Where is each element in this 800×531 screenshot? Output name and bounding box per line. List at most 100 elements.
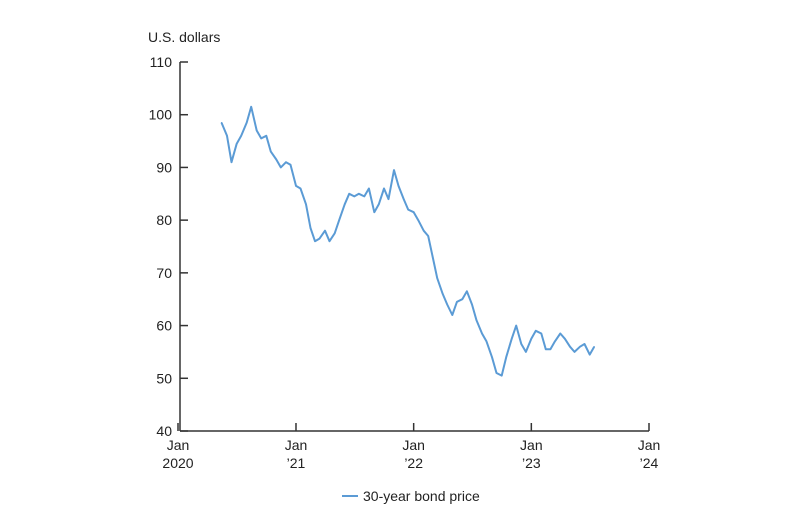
x-tick-label-month: Jan (402, 437, 425, 453)
data-point (230, 161, 233, 163)
data-point (285, 161, 287, 163)
data-point (554, 340, 556, 342)
y-tick-label: 110 (150, 54, 173, 70)
data-point (328, 240, 331, 242)
data-point (256, 129, 258, 132)
data-point (403, 198, 405, 200)
data-point (505, 356, 507, 358)
x-tick-label-month: Jan (638, 437, 661, 453)
data-point (423, 230, 425, 232)
legend: 30-year bond price (342, 488, 480, 504)
data-point (368, 187, 370, 190)
data-point (387, 198, 390, 200)
data-point (397, 185, 400, 187)
data-point (413, 211, 415, 213)
data-point (559, 332, 561, 335)
data-point (481, 332, 483, 335)
y-tick-label: 80 (156, 212, 172, 228)
data-point (318, 237, 321, 240)
x-tick-label-month: Jan (285, 437, 308, 453)
data-point (442, 293, 444, 295)
x-tick-label-year: ’23 (522, 455, 541, 471)
data-point (515, 324, 517, 327)
data-point (393, 169, 395, 171)
data-point (417, 219, 419, 221)
data-point (338, 219, 340, 221)
data-point (461, 298, 463, 300)
data-point (226, 135, 228, 137)
data-point (579, 346, 581, 348)
data-point (334, 232, 336, 234)
x-tick-label-year: ’21 (287, 455, 306, 471)
data-point (540, 332, 542, 335)
data-point (501, 375, 503, 377)
data-point (485, 340, 488, 342)
y-tick-label: 60 (156, 318, 172, 334)
data-point (305, 203, 307, 205)
data-point (436, 277, 438, 279)
data-point (383, 187, 385, 190)
data-point (495, 372, 498, 374)
data-point (446, 303, 448, 306)
data-point (265, 135, 267, 137)
data-point (520, 343, 522, 345)
y-tick-label: 40 (156, 423, 172, 439)
data-point (466, 290, 468, 292)
series-line-30-year-bond-price (220, 105, 596, 377)
data-point (373, 211, 375, 213)
data-point (220, 122, 223, 124)
data-point (491, 356, 493, 358)
x-tick-label-month: Jan (167, 437, 190, 453)
legend-label: 30-year bond price (363, 488, 480, 504)
data-point (583, 343, 586, 345)
y-tick-label: 70 (156, 265, 172, 281)
data-point (363, 195, 365, 198)
data-point (549, 348, 551, 350)
data-point (451, 314, 453, 316)
x-tick-label-year: ’24 (640, 455, 659, 471)
data-point (564, 338, 566, 340)
data-point (348, 193, 350, 195)
y-tick-label: 100 (149, 107, 173, 123)
data-point (250, 106, 252, 108)
x-tick-label-month: Jan (520, 437, 543, 453)
y-axis-label: U.S. dollars (148, 29, 220, 45)
data-point (299, 187, 302, 190)
x-tick-label-year: ’22 (404, 455, 423, 471)
data-point (358, 193, 360, 195)
y-tick-label: 50 (156, 370, 172, 386)
data-point (270, 151, 272, 153)
data-point (535, 330, 537, 332)
y-tick-label: 90 (156, 159, 172, 175)
data-point (427, 235, 429, 237)
data-point (593, 346, 595, 348)
data-point (407, 209, 409, 211)
data-point (280, 166, 282, 169)
data-point (289, 164, 292, 166)
data-point (324, 230, 326, 232)
data-point (246, 122, 248, 124)
data-point (569, 346, 571, 348)
data-point (545, 348, 547, 350)
data-point (275, 158, 277, 161)
data-point (240, 135, 242, 137)
data-point (378, 203, 380, 205)
data-point (309, 227, 312, 229)
data-point (295, 185, 297, 187)
data-point (456, 301, 458, 303)
data-point (573, 351, 576, 353)
data-point (236, 143, 238, 145)
data-point (432, 256, 434, 258)
data-point (511, 338, 513, 340)
data-point (525, 351, 527, 353)
data-point (589, 353, 591, 356)
data-point (471, 303, 473, 306)
data-point (344, 203, 346, 205)
data-point (475, 319, 478, 321)
data-point (530, 338, 532, 340)
data-point (353, 195, 355, 198)
data-point (314, 240, 316, 242)
x-tick-label-year: 2020 (162, 455, 193, 471)
data-point (260, 137, 262, 140)
